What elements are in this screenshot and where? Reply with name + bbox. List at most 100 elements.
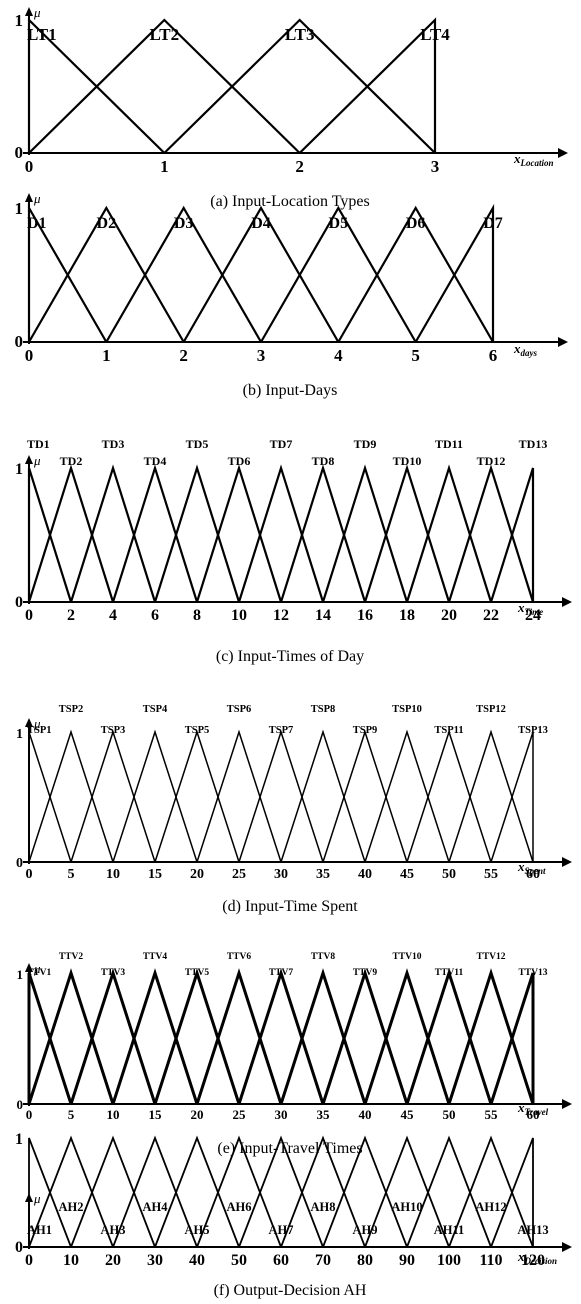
series-label: TTV3: [101, 968, 126, 978]
x-axis-arrow-icon: [558, 148, 568, 158]
series-label: TTV11: [435, 968, 464, 978]
series-label: TTV10: [392, 952, 421, 962]
series-label: TSP10: [392, 704, 422, 715]
series-label: TD13: [519, 437, 548, 451]
membership-function-ah12: [448, 1135, 534, 1248]
membership-function-ah8: [280, 1135, 366, 1248]
panel-caption: (c) Input-Times of Day: [216, 648, 364, 665]
x-axis-arrow-icon: [562, 597, 572, 607]
series-label: LT1: [27, 25, 57, 44]
series-label: LT4: [420, 25, 450, 44]
x-tick-label: 20: [191, 1107, 204, 1122]
x-tick-label: 1: [102, 346, 111, 365]
x-tick-label: 50: [231, 1252, 247, 1269]
series-label: AH1: [27, 1223, 52, 1237]
y-axis-label: μ: [33, 191, 41, 206]
series-label: TSP9: [353, 725, 378, 736]
series-label: AH13: [517, 1223, 548, 1237]
x-tick-label: 18: [399, 607, 415, 624]
membership-function-ah4: [112, 1135, 198, 1248]
series-label: D3: [174, 215, 194, 232]
x-tick-label: 4: [334, 346, 343, 365]
y-tick-label: 1: [16, 727, 23, 742]
membership-function-td2: [27, 464, 115, 603]
x-tick-label: 2: [179, 346, 188, 365]
x-tick-label: 0: [26, 1107, 33, 1122]
x-tick-label: 1: [160, 157, 169, 176]
x-tick-label: 25: [232, 867, 246, 882]
series-label: AH11: [434, 1223, 465, 1237]
x-tick-label: 6: [151, 607, 159, 624]
series-label: TSP11: [434, 725, 463, 736]
series-label: AH10: [391, 1200, 422, 1214]
x-tick-label: 120: [521, 1252, 545, 1269]
x-axis-label: xdays: [513, 341, 537, 358]
membership-function-lt3: [163, 18, 436, 154]
membership-function-tsp11: [406, 729, 492, 863]
membership-function-ah13: [490, 1137, 534, 1248]
panel-c: μ 0 1 TD1 TD2 TD3 TD4 TD5 TD6 TD7 TD8 TD9 TD10 TD11 TD…: [15, 437, 572, 665]
membership-function-td5: [153, 464, 241, 603]
x-tick-label: 16: [357, 607, 373, 624]
series-label: TSP8: [311, 704, 336, 715]
membership-function-ah5: [154, 1135, 240, 1248]
membership-function-d1: [27, 203, 108, 343]
panel-caption: (d) Input-Time Spent: [222, 898, 358, 915]
x-tick-label: 30: [274, 867, 288, 882]
y-tick-label: 0: [15, 594, 23, 611]
x-tick-label: 30: [275, 1107, 288, 1122]
y-tick-label: 0: [17, 1097, 24, 1112]
x-tick-label: 0: [25, 346, 34, 365]
membership-function-ttv5: [153, 968, 241, 1105]
membership-function-tsp3: [70, 729, 156, 863]
y-axis-arrow-icon: [25, 718, 33, 727]
x-tick-label: 30: [147, 1252, 163, 1269]
membership-function-ah10: [364, 1135, 450, 1248]
series-label: TSP5: [185, 725, 210, 736]
x-tick-label: 0: [26, 867, 33, 882]
y-axis-label: μ: [33, 1191, 41, 1206]
x-tick-label: 25: [233, 1107, 247, 1122]
x-tick-label: 35: [316, 867, 330, 882]
x-tick-label: 10: [231, 607, 247, 624]
series-label: D1: [27, 215, 47, 232]
panel-e: μ01 TTV1TTV2TTV3TTV4TTV5TTV6TTV7TTV8TTV9T…: [17, 952, 572, 1157]
membership-function-tsp6: [196, 729, 282, 863]
membership-function-td12: [447, 464, 535, 603]
y-tick-label: 1: [15, 1131, 23, 1148]
x-tick-label: 100: [437, 1252, 461, 1269]
membership-function-tsp4: [112, 729, 198, 863]
membership-function-ah6: [196, 1135, 282, 1248]
x-tick-label: 50: [442, 867, 456, 882]
membership-function-lt4: [298, 17, 437, 154]
x-tick-label: 40: [189, 1252, 205, 1269]
x-tick-label: 0: [25, 607, 33, 624]
membership-function-ah1: [28, 1137, 72, 1248]
x-axis-label: xTime: [517, 600, 543, 617]
membership-function-tsp2: [28, 729, 114, 863]
series-label: TTV4: [143, 952, 168, 962]
x-tick-label: 5: [68, 1107, 75, 1122]
series-label: D6: [406, 215, 426, 232]
x-tick-label: 14: [315, 607, 331, 624]
membership-function-ttv11: [405, 968, 493, 1105]
x-tick-label: 22: [483, 607, 499, 624]
membership-function-ah9: [322, 1135, 408, 1248]
series-label: AH9: [353, 1223, 378, 1237]
series-label: TTV13: [518, 968, 547, 978]
x-tick-label: 50: [443, 1107, 456, 1122]
series-label: TTV12: [476, 952, 505, 962]
x-tick-label: 0: [25, 157, 34, 176]
membership-function-tsp1: [28, 731, 72, 863]
membership-function-tsp12: [448, 729, 534, 863]
membership-function-td6: [195, 464, 283, 603]
y-axis-label: μ: [33, 453, 41, 468]
x-tick-label: 40: [359, 1107, 372, 1122]
membership-function-lt2: [28, 18, 301, 154]
membership-function-tsp7: [238, 729, 324, 863]
x-tick-label: 45: [400, 867, 414, 882]
y-tick-label: 1: [15, 11, 24, 30]
x-axis-label: xTravel: [517, 1100, 549, 1117]
